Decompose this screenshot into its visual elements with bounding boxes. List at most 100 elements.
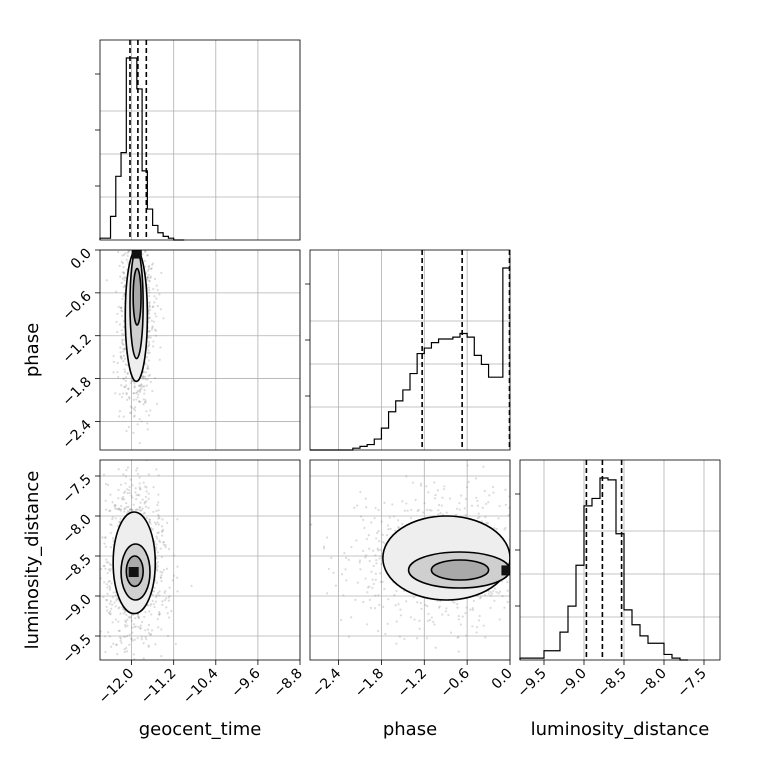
scatter-point (126, 624, 129, 627)
scatter-point (109, 610, 112, 613)
scatter-point (159, 576, 162, 579)
scatter-point (143, 511, 146, 514)
joint-panel-geocent_time-phase (99, 249, 301, 451)
scatter-point (154, 334, 157, 337)
scatter-point (504, 526, 507, 530)
scatter-point (148, 279, 151, 283)
axis-title-luminosity_distance: luminosity_distance (22, 471, 43, 650)
joint-panel-phase-luminosity_distance (309, 459, 511, 661)
scatter-point (146, 276, 149, 279)
scatter-point (147, 265, 150, 269)
scatter-point (503, 528, 506, 531)
scatter-point (138, 494, 141, 497)
scatter-point (143, 502, 146, 505)
scatter-point (124, 490, 127, 493)
scatter-point (481, 506, 484, 509)
scatter-point (142, 642, 145, 645)
scatter-point (107, 611, 110, 614)
scatter-point (119, 637, 123, 640)
scatter-point (132, 398, 135, 401)
scatter-point (430, 509, 433, 512)
scatter-point (141, 253, 144, 256)
scatter-point (153, 605, 156, 609)
scatter-point (124, 482, 127, 485)
scatter-point (104, 650, 107, 654)
scatter-point (120, 281, 123, 284)
scatter-point (434, 493, 437, 497)
scatter-point (389, 527, 392, 530)
scatter-point (118, 508, 121, 511)
scatter-point (383, 587, 386, 591)
scatter-point (132, 391, 135, 395)
scatter-point (123, 279, 126, 282)
scatter-point (147, 316, 150, 319)
scatter-point (119, 639, 122, 642)
panel-frame (99, 459, 301, 661)
scatter-point (359, 490, 362, 494)
scatter-point (368, 585, 371, 588)
scatter-point (159, 576, 163, 579)
scatter-point (148, 302, 151, 305)
scatter-point (475, 496, 478, 499)
scatter-point (153, 521, 157, 524)
scatter-point (412, 596, 415, 599)
scatter-point (135, 508, 138, 511)
scatter-point (149, 604, 152, 607)
scatter-point (122, 612, 125, 615)
scatter-point (155, 509, 158, 513)
scatter-point (377, 594, 380, 597)
scatter-point (123, 292, 126, 296)
scatter-point (391, 503, 394, 506)
scatter-point (493, 587, 496, 590)
scatter-point (438, 606, 441, 609)
scatter-point (156, 304, 159, 308)
scatter-point (168, 586, 171, 589)
scatter-point (136, 637, 139, 640)
scatter-point (109, 563, 113, 567)
scatter-point (104, 536, 107, 539)
scatter-point (377, 530, 380, 533)
scatter-point (102, 564, 105, 568)
density-peak (501, 565, 510, 576)
scatter-point (497, 517, 500, 520)
scatter-point (139, 624, 142, 627)
joint-content (100, 460, 193, 660)
scatter-point (116, 524, 120, 528)
scatter-point (131, 496, 134, 499)
scatter-point (134, 487, 137, 490)
scatter-point (380, 520, 383, 523)
scatter-point (482, 465, 485, 468)
scatter-point (447, 613, 450, 617)
scatter-point (142, 481, 145, 484)
scatter-point (140, 385, 143, 388)
scatter-point (110, 582, 113, 585)
scatter-point (111, 621, 114, 624)
scatter-point (493, 599, 496, 603)
scatter-point (397, 525, 400, 529)
scatter-point (135, 498, 138, 501)
scatter-point (136, 467, 139, 470)
scatter-point (118, 393, 121, 396)
scatter-point (155, 315, 158, 318)
scatter-point (108, 509, 111, 512)
scatter-point (160, 628, 163, 631)
scatter-point (155, 284, 158, 287)
scatter-point (132, 431, 135, 434)
scatter-point (334, 584, 338, 587)
scatter-point (153, 301, 156, 304)
scatter-point (375, 537, 378, 540)
scatter-point (374, 572, 377, 576)
scatter-point (120, 384, 123, 387)
scatter-point (340, 618, 343, 622)
scatter-point (120, 306, 123, 309)
scatter-point (151, 528, 154, 531)
scatter-point (146, 276, 149, 279)
scatter-point (133, 409, 137, 412)
scatter-point (394, 529, 397, 532)
scatter-point (147, 492, 150, 495)
scatter-point (126, 363, 129, 367)
scatter-point (427, 612, 430, 616)
scatter-point (112, 591, 115, 594)
scatter-point (323, 547, 326, 550)
